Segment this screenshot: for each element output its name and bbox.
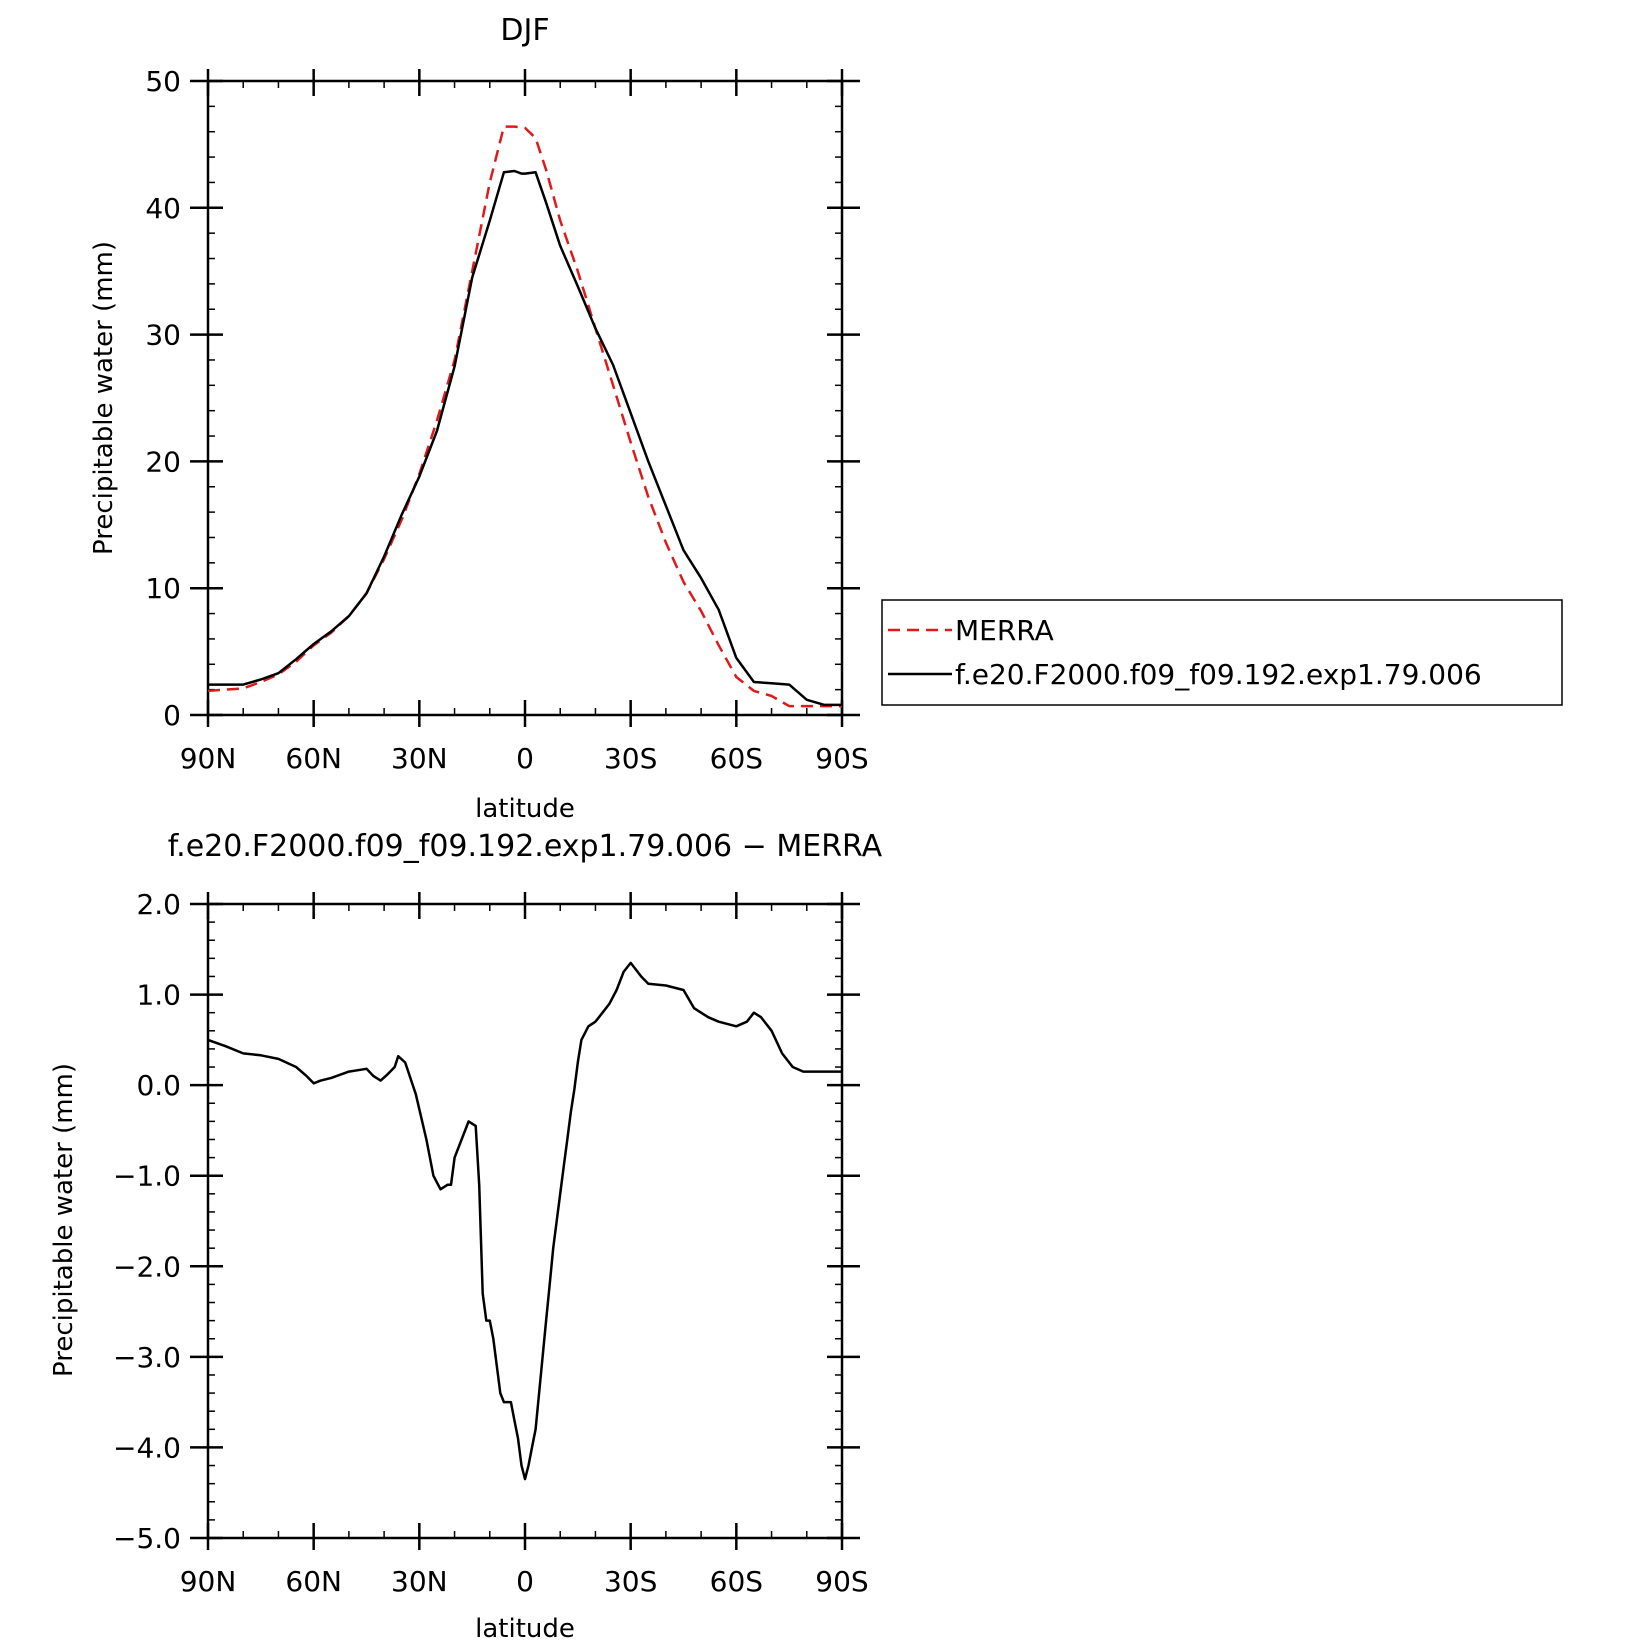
y-tick-label: 2.0 bbox=[136, 888, 181, 921]
x-tick-label: 0 bbox=[516, 742, 534, 775]
legend-box bbox=[881, 599, 1563, 706]
difference-panel: f.e20.F2000.f09_f09.192.exp1.79.006 − ME… bbox=[49, 829, 883, 1641]
y-tick-label: 50 bbox=[145, 65, 181, 98]
djf-series bbox=[207, 125, 842, 708]
x-tick-label: 30N bbox=[391, 742, 448, 775]
x-tick-label: 60N bbox=[285, 1565, 342, 1598]
difference-plot-frame bbox=[206, 902, 844, 1540]
djf-y-axis-title: Precipitable water (mm) bbox=[89, 241, 119, 555]
difference-title: f.e20.F2000.f09_f09.192.exp1.79.006 − ME… bbox=[168, 829, 883, 864]
y-tick-label: −3.0 bbox=[113, 1341, 181, 1374]
merra-line bbox=[207, 125, 842, 708]
djf-panel: DJF 90N 60N 30N 0 30S 60S 90S 0 10 20 30 40 50 latit… bbox=[89, 13, 869, 824]
djf-ticks: 90N 60N 30N 0 30S 60S 90S 0 10 20 30 40 50 bbox=[145, 65, 868, 775]
y-tick-label: −5.0 bbox=[113, 1522, 181, 1555]
legend: MERRA f.e20.F2000.f09_f09.192.exp1.79.00… bbox=[881, 599, 1563, 706]
legend-label-merra: MERRA bbox=[955, 614, 1054, 647]
y-tick-label: 1.0 bbox=[136, 979, 181, 1012]
x-tick-label: 60S bbox=[710, 742, 763, 775]
y-tick-label: 20 bbox=[145, 445, 181, 478]
djf-title: DJF bbox=[500, 13, 549, 48]
djf-plot-frame bbox=[206, 79, 844, 717]
y-tick-label: 0 bbox=[163, 699, 181, 732]
x-tick-label: 90S bbox=[815, 742, 868, 775]
y-tick-label: −2.0 bbox=[113, 1250, 181, 1283]
y-tick-label: 0.0 bbox=[136, 1069, 181, 1102]
y-tick-label: 10 bbox=[145, 572, 181, 605]
y-tick-label: −4.0 bbox=[113, 1431, 181, 1464]
difference-x-axis-title: latitude bbox=[475, 1614, 575, 1641]
legend-label-model: f.e20.F2000.f09_f09.192.exp1.79.006 bbox=[955, 658, 1482, 691]
x-tick-label: 90N bbox=[180, 742, 237, 775]
x-tick-label: 0 bbox=[516, 1565, 534, 1598]
y-tick-label: 30 bbox=[145, 319, 181, 352]
y-tick-label: 40 bbox=[145, 192, 181, 225]
x-tick-label: 60S bbox=[710, 1565, 763, 1598]
difference-y-axis-title: Precipitable water (mm) bbox=[49, 1063, 79, 1377]
djf-x-axis-title: latitude bbox=[475, 794, 575, 824]
x-tick-label: 30S bbox=[604, 742, 657, 775]
y-tick-label: −1.0 bbox=[113, 1160, 181, 1193]
x-tick-label: 30N bbox=[391, 1565, 448, 1598]
x-tick-label: 30S bbox=[604, 1565, 657, 1598]
difference-series bbox=[207, 961, 842, 1481]
model-line bbox=[208, 169, 842, 707]
x-tick-label: 90N bbox=[180, 1565, 237, 1598]
x-tick-label: 60N bbox=[285, 742, 342, 775]
difference-ticks: 90N 60N 30N 0 30S 60S 90S 2.0 1.0 0.0 −1.0 −2.0 −3.0… bbox=[113, 888, 869, 1598]
x-tick-label: 90S bbox=[815, 1565, 868, 1598]
difference-line bbox=[207, 961, 842, 1481]
